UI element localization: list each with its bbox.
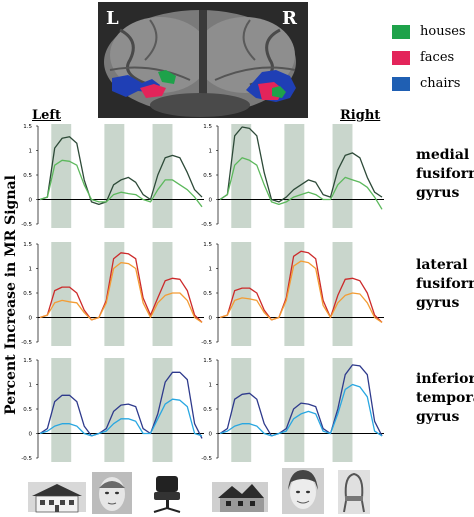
- series-line-1: [39, 398, 203, 437]
- y-tick-label: 1.5: [23, 358, 32, 364]
- region-label-medial-fusiform: medial fusiform gyrus: [416, 146, 474, 203]
- chart-panel: 1.5 1 0.5 0 -0.5: [21, 124, 204, 228]
- series-line-0: [219, 126, 383, 203]
- stimulus-band: [284, 358, 305, 462]
- y-tick-label: 0: [29, 316, 33, 322]
- y-tick-label: 1.5: [203, 242, 212, 248]
- y-tick-label: -0.5: [201, 340, 212, 346]
- house-photo-icon: [28, 482, 86, 513]
- series-line-1: [39, 261, 203, 323]
- region-line: inferior: [416, 371, 474, 387]
- stimulus-band: [332, 358, 353, 462]
- stimulus-band: [51, 242, 72, 346]
- legend-label-chairs: chairs: [420, 76, 461, 91]
- chart-panel: 1.5 1 0.5 0 -0.5: [201, 124, 384, 228]
- stimulus-band: [104, 124, 125, 228]
- column-label-left: Left: [32, 108, 62, 123]
- region-line: gyrus: [416, 185, 460, 201]
- legend-swatch-faces: [392, 51, 410, 65]
- series-line-0: [39, 371, 203, 439]
- y-tick-label: -0.5: [201, 456, 212, 462]
- y-tick-label: 1: [209, 267, 213, 273]
- stimulus-band: [284, 242, 305, 346]
- y-tick-label: 0: [209, 316, 213, 322]
- stimulus-band: [231, 358, 252, 462]
- stimuli-right: [212, 468, 370, 514]
- y-tick-label: 0.5: [23, 291, 32, 297]
- stimulus-band: [332, 124, 353, 228]
- chart-panel: 1.5 1 0.5 0 -0.5: [21, 358, 204, 462]
- y-tick-label: 1.5: [203, 124, 212, 130]
- stimulus-band: [104, 242, 125, 346]
- y-tick-label: 0.5: [203, 173, 212, 179]
- legend-swatch-chairs: [392, 77, 410, 91]
- series-line-0: [39, 136, 203, 206]
- legend-swatch-houses: [392, 25, 410, 39]
- stimulus-band: [152, 124, 173, 228]
- legend-label-faces: faces: [420, 50, 455, 65]
- y-tick-label: 1: [29, 383, 33, 389]
- region-line: medial: [416, 147, 470, 163]
- chair-photo-icon: [153, 476, 181, 513]
- region-line: temporal: [416, 390, 474, 406]
- y-tick-label: 1: [29, 149, 33, 155]
- y-tick-label: 1: [209, 149, 213, 155]
- region-label-inferior-temporal: inferior temporal gyrus: [416, 370, 474, 427]
- legend-label-houses: houses: [420, 24, 466, 39]
- face-photo-icon: [282, 468, 324, 514]
- chair-photo-icon: [338, 470, 370, 514]
- y-tick-label: 0: [209, 198, 213, 204]
- y-axis-label: Percent Increase in MR Signal: [3, 175, 19, 415]
- y-tick-label: -0.5: [201, 222, 212, 228]
- series-line-0: [219, 364, 383, 437]
- region-line: lateral: [416, 257, 468, 273]
- y-tick-label: 0: [29, 198, 33, 204]
- y-axis-label-wrap: Percent Increase in MR Signal: [1, 175, 21, 415]
- face-photo-icon: [92, 472, 132, 514]
- y-tick-label: 0: [209, 432, 213, 438]
- y-tick-label: -0.5: [21, 222, 32, 228]
- series-line-0: [39, 252, 203, 323]
- y-tick-label: 1.5: [23, 242, 32, 248]
- chart-panel: 1.5 1 0.5 0 -0.5: [201, 358, 384, 462]
- stimuli-left: [28, 472, 181, 514]
- stimulus-band: [332, 242, 353, 346]
- stimulus-band: [51, 358, 72, 462]
- column-label-right: Right: [340, 108, 381, 123]
- stimulus-band: [152, 242, 173, 346]
- series-line-1: [219, 383, 383, 437]
- series-line-1: [219, 260, 383, 323]
- brain-mri-image: [98, 2, 308, 118]
- y-tick-label: 1: [209, 383, 213, 389]
- series-line-1: [39, 159, 203, 208]
- y-tick-label: 0.5: [203, 291, 212, 297]
- y-tick-label: 0.5: [203, 407, 212, 413]
- stimulus-band: [284, 124, 305, 228]
- region-line: gyrus: [416, 409, 460, 425]
- chart-panel: 1.5 1 0.5 0 -0.5: [21, 242, 204, 346]
- series-line-0: [219, 250, 383, 323]
- y-tick-label: 0.5: [23, 407, 32, 413]
- region-line: fusiform: [416, 166, 474, 182]
- y-tick-label: 1.5: [23, 124, 32, 130]
- region-label-lateral-fusiform: lateral fusiform gyrus: [416, 256, 474, 313]
- region-line: gyrus: [416, 295, 460, 311]
- brain-right-label: R: [282, 8, 297, 29]
- y-tick-label: 0.5: [23, 173, 32, 179]
- series-line-1: [219, 157, 383, 210]
- y-tick-label: 0: [29, 432, 33, 438]
- brain-left-label: L: [106, 8, 119, 29]
- house-photo-icon: [212, 482, 268, 512]
- y-tick-label: -0.5: [21, 456, 32, 462]
- region-line: fusiform: [416, 276, 474, 292]
- stimulus-band: [51, 124, 72, 228]
- y-tick-label: -0.5: [21, 340, 32, 346]
- y-tick-label: 1: [29, 267, 33, 273]
- stimulus-band: [231, 242, 252, 346]
- y-tick-label: 1.5: [203, 358, 212, 364]
- chart-panel: 1.5 1 0.5 0 -0.5: [201, 242, 384, 346]
- stimulus-band: [231, 124, 252, 228]
